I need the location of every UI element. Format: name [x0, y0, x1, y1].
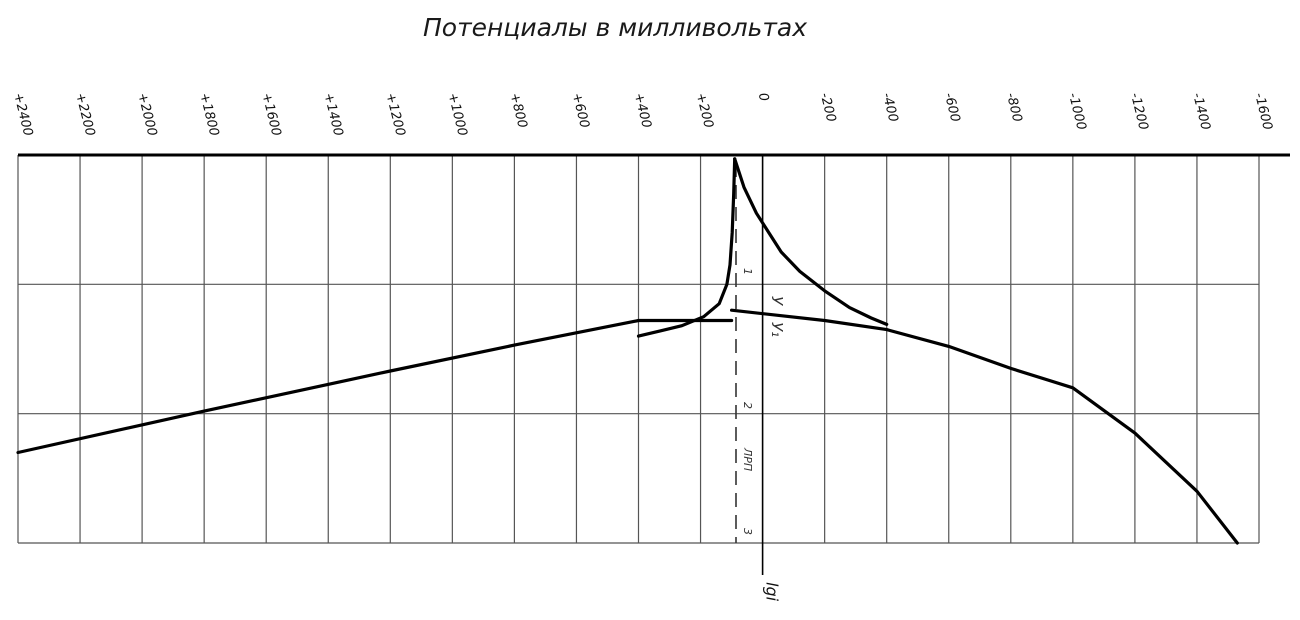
x-tick-label: +2400	[10, 91, 35, 137]
x-tick-label: +1000	[444, 91, 469, 137]
x-tick-label: -200	[817, 91, 839, 123]
curve-line	[733, 157, 889, 326]
x-tick-label: -600	[941, 91, 963, 123]
lrp-label: ЛРП	[741, 447, 754, 471]
x-tick-label: +1600	[258, 91, 283, 137]
x-tick-label: +600	[569, 91, 592, 129]
x-tick-label: 0	[755, 91, 772, 103]
marker-label: 1	[741, 268, 754, 275]
x-tick-label: -800	[1003, 91, 1025, 123]
curves	[16, 157, 1239, 545]
x-tick-label: -400	[879, 91, 901, 123]
grid	[17, 153, 1290, 544]
chart-title: Потенциалы в милливольтах	[423, 13, 807, 42]
x-tick-label: +400	[631, 91, 654, 129]
x-tick-label: +2000	[134, 91, 159, 137]
x-tick-label: +200	[693, 91, 716, 129]
annotations: 1 2 3 У У₁ ЛРП	[741, 268, 786, 535]
y-axis-label: lgi	[763, 582, 782, 602]
marker-label: 2	[741, 402, 754, 409]
x-tick-label: +1800	[196, 91, 221, 137]
x-tick-label: +1200	[382, 91, 407, 137]
x-tick-label: -1600	[1251, 91, 1275, 131]
x-tick-label: -1200	[1127, 91, 1151, 131]
x-tick-label: +2200	[72, 91, 97, 137]
x-tick-label: -1400	[1189, 91, 1213, 131]
x-tick-labels: +2400 +2200 +2000 +1800 +1600 +1400 +1200 +1000…	[10, 91, 1275, 137]
curve-line	[16, 318, 734, 455]
y-label: У	[768, 296, 786, 306]
x-tick-label: -1000	[1065, 91, 1089, 131]
x-tick-label: +800	[507, 91, 530, 129]
marker-label: 3	[741, 528, 754, 535]
x-tick-label: +1400	[320, 91, 345, 137]
curve-line	[730, 308, 1239, 545]
curve-line	[636, 157, 737, 338]
y1-label: У₁	[768, 322, 786, 337]
